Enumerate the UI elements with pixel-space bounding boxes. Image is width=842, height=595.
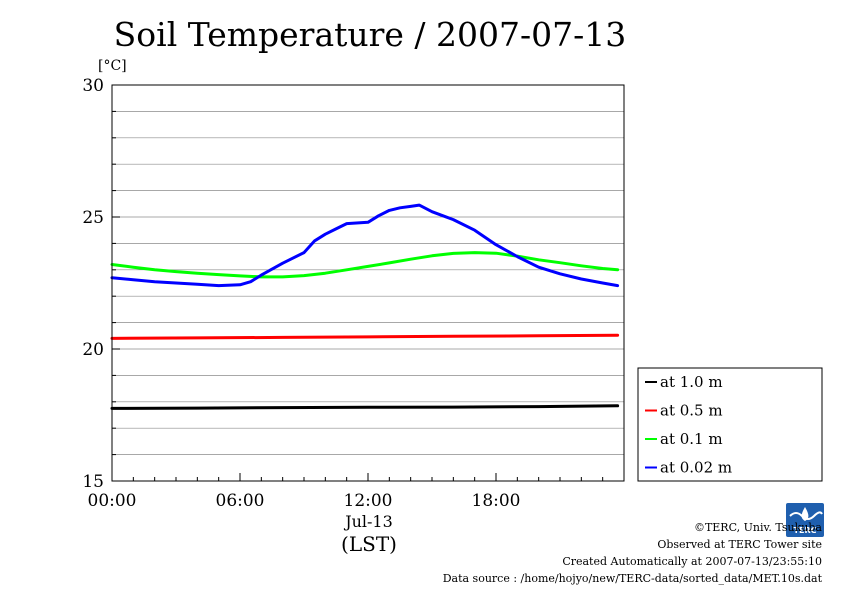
- copyright-text: ©TERC, Univ. Tsukuba: [693, 521, 822, 534]
- legend-label: at 0.02 m: [660, 459, 732, 477]
- legend-label: at 0.5 m: [660, 402, 723, 420]
- series-line-at-1-0-m: [110, 404, 620, 410]
- terc-logo-graphic: TERC: [786, 503, 824, 537]
- x-tick-label: 18:00: [472, 491, 521, 511]
- date-label: Jul-13: [343, 512, 393, 531]
- x-tick-label: 12:00: [344, 491, 393, 511]
- series-line-at-0-1-m: [110, 251, 620, 279]
- y-tick-label: 25: [82, 208, 104, 228]
- series-line-at-0-5-m: [110, 333, 620, 340]
- y-tick-label: 20: [82, 340, 104, 360]
- chart-title: Soil Temperature / 2007-07-13: [114, 15, 627, 54]
- legend-label: at 0.1 m: [660, 430, 723, 448]
- created-text: Created Automatically at 2007-07-13/23:5…: [562, 555, 822, 568]
- x-axis-ticks: 00:00 06:00 12:00 18:00: [88, 473, 604, 511]
- x-tick-label: 06:00: [216, 491, 265, 511]
- y-axis-ticks: 15 20 25 30: [82, 76, 120, 492]
- source-text: Data source : /home/hojyo/new/TERC-data/…: [442, 572, 822, 585]
- x-axis-label: (LST): [341, 532, 397, 556]
- logo-text: TERC: [794, 526, 817, 535]
- grid-lines: [112, 111, 624, 455]
- series-line-at-0-02-m: [110, 203, 620, 288]
- legend-label: at 1.0 m: [660, 373, 723, 391]
- y-tick-label: 15: [82, 472, 104, 492]
- x-tick-label: 00:00: [88, 491, 137, 511]
- observed-text: Observed at TERC Tower site: [657, 538, 822, 551]
- terc-logo-icon: TERC: [786, 503, 824, 537]
- legend-box: [637, 367, 823, 482]
- legend: at 1.0 m at 0.5 m at 0.1 m at 0.02 m: [637, 367, 823, 482]
- y-tick-label: 30: [82, 76, 104, 96]
- y-axis-unit-label: [°C]: [98, 58, 127, 74]
- series-lines: [110, 203, 620, 410]
